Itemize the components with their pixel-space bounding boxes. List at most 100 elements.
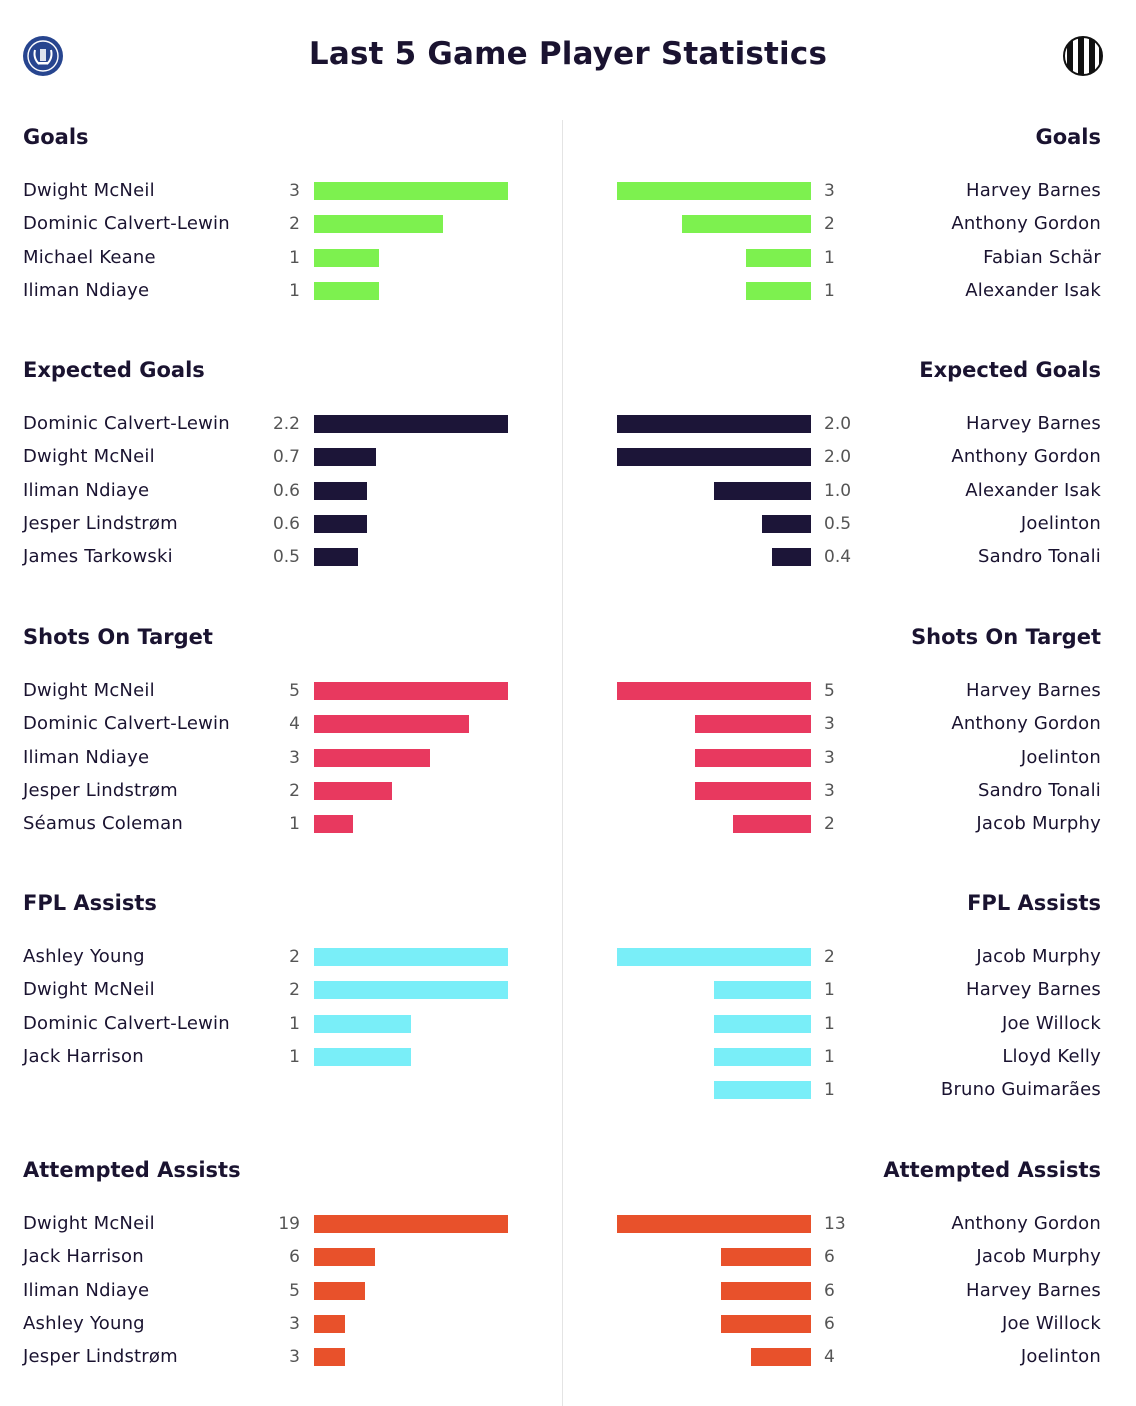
home-player-name: Séamus Coleman bbox=[23, 813, 184, 835]
away-player-value: 2 bbox=[824, 947, 835, 967]
away-bar bbox=[721, 1314, 811, 1333]
section-title-away: Expected Goals bbox=[919, 358, 1101, 382]
away-player-value: 3 bbox=[824, 181, 835, 201]
away-player-name: Harvey Barnes bbox=[966, 1279, 1101, 1301]
home-bar bbox=[314, 1281, 365, 1300]
home-player-name: Ashley Young bbox=[23, 946, 145, 967]
home-player-value: 1 bbox=[289, 247, 300, 268]
section-title-home: Shots On Target bbox=[23, 625, 213, 649]
home-player-name: Dwight McNeil bbox=[23, 180, 155, 201]
home-player-name: Dominic Calvert-Lewin bbox=[23, 413, 230, 434]
away-player-name: Jacob Murphy bbox=[976, 1246, 1101, 1268]
home-bar bbox=[314, 248, 379, 267]
away-player-name: Anthony Gordon bbox=[951, 1213, 1101, 1234]
away-player-value: 2.0 bbox=[824, 447, 852, 468]
away-bar bbox=[682, 215, 811, 234]
home-bar bbox=[314, 715, 469, 734]
home-player-value: 3 bbox=[289, 747, 300, 768]
home-bar bbox=[314, 481, 367, 500]
away-player-value: 2 bbox=[824, 214, 835, 235]
away-bar bbox=[695, 715, 811, 734]
home-player-value: 0.5 bbox=[272, 547, 300, 568]
home-player-name: Dwight McNeil bbox=[23, 1213, 155, 1234]
away-player-name: Anthony Gordon bbox=[951, 213, 1101, 235]
home-bar bbox=[314, 514, 367, 533]
away-player-name: Harvey Barnes bbox=[966, 680, 1101, 701]
away-player-value: 3 bbox=[824, 780, 835, 801]
section-title-home: Attempted Assists bbox=[23, 1158, 241, 1182]
home-player-value: 0.7 bbox=[272, 447, 300, 468]
away-bar bbox=[714, 481, 811, 500]
section-title-home: FPL Assists bbox=[23, 891, 157, 915]
away-player-value: 1 bbox=[824, 247, 835, 268]
away-player-name: Jacob Murphy bbox=[976, 813, 1101, 835]
away-player-value: 0.4 bbox=[824, 547, 852, 568]
away-player-name: Sandro Tonali bbox=[977, 779, 1101, 801]
away-player-name: Joelinton bbox=[1020, 1346, 1101, 1368]
home-player-name: Jesper Lindstrøm bbox=[23, 1346, 178, 1368]
home-player-name: Iliman Ndiaye bbox=[23, 746, 150, 768]
home-player-value: 5 bbox=[289, 681, 300, 701]
home-player-name: Michael Keane bbox=[23, 246, 156, 268]
home-player-name: Dominic Calvert-Lewin bbox=[23, 213, 230, 235]
away-bar bbox=[617, 448, 811, 467]
away-player-value: 1 bbox=[824, 1013, 835, 1034]
away-player-name: Joelinton bbox=[1020, 512, 1101, 534]
away-player-value: 2.0 bbox=[824, 414, 852, 434]
section-title-home: Goals bbox=[23, 125, 89, 149]
home-bar bbox=[314, 415, 508, 433]
home-player-value: 3 bbox=[289, 1313, 300, 1334]
away-bar bbox=[714, 981, 811, 1000]
home-player-name: James Tarkowski bbox=[23, 546, 173, 568]
away-player-name: Lloyd Kelly bbox=[1002, 1045, 1101, 1067]
home-player-value: 19 bbox=[278, 1214, 300, 1234]
home-player-value: 4 bbox=[289, 714, 300, 735]
away-player-value: 6 bbox=[824, 1247, 835, 1268]
home-player-value: 2 bbox=[289, 214, 300, 235]
away-bar bbox=[762, 514, 811, 533]
away-bar bbox=[751, 1348, 811, 1367]
home-player-value: 5 bbox=[289, 1280, 300, 1301]
away-bar bbox=[617, 1215, 811, 1233]
section-title-away: Shots On Target bbox=[911, 625, 1101, 649]
home-bar bbox=[314, 1314, 345, 1333]
away-bar bbox=[721, 1248, 811, 1267]
away-player-name: Jacob Murphy bbox=[976, 946, 1101, 967]
away-bar bbox=[714, 1014, 811, 1033]
away-player-name: Anthony Gordon bbox=[951, 713, 1101, 735]
home-player-name: Jesper Lindstrøm bbox=[23, 512, 178, 534]
away-player-value: 1 bbox=[824, 1080, 835, 1101]
away-player-name: Joe Willock bbox=[1001, 1012, 1101, 1034]
home-bar bbox=[314, 1047, 411, 1066]
away-player-value: 1 bbox=[824, 1046, 835, 1067]
away-bar bbox=[695, 748, 811, 767]
away-player-value: 5 bbox=[824, 681, 835, 701]
home-player-name: Ashley Young bbox=[23, 1312, 145, 1334]
away-bar bbox=[617, 948, 811, 966]
home-bar bbox=[314, 1215, 508, 1233]
away-bar bbox=[695, 781, 811, 800]
home-player-name: Jack Harrison bbox=[23, 1246, 144, 1268]
away-player-value: 1 bbox=[824, 280, 835, 301]
home-bar bbox=[314, 548, 358, 567]
away-player-name: Joelinton bbox=[1020, 746, 1101, 768]
away-player-value: 1 bbox=[824, 980, 835, 1001]
home-bar bbox=[314, 948, 508, 966]
home-bar bbox=[314, 781, 392, 800]
away-player-name: Alexander Isak bbox=[965, 479, 1101, 501]
home-player-name: Jesper Lindstrøm bbox=[23, 779, 178, 801]
home-player-value: 0.6 bbox=[272, 480, 300, 501]
home-player-name: Dwight McNeil bbox=[23, 680, 155, 701]
away-player-name: Joe Willock bbox=[1001, 1312, 1101, 1334]
home-bar bbox=[314, 281, 379, 300]
home-player-name: Jack Harrison bbox=[23, 1045, 144, 1067]
away-bar bbox=[714, 1081, 811, 1100]
away-player-value: 2 bbox=[824, 814, 835, 835]
away-player-name: Harvey Barnes bbox=[966, 413, 1101, 434]
away-player-name: Anthony Gordon bbox=[951, 446, 1101, 468]
home-player-name: Iliman Ndiaye bbox=[23, 479, 150, 501]
home-player-value: 0.6 bbox=[272, 513, 300, 534]
away-player-value: 4 bbox=[824, 1347, 835, 1368]
section-title-away: FPL Assists bbox=[967, 891, 1101, 915]
